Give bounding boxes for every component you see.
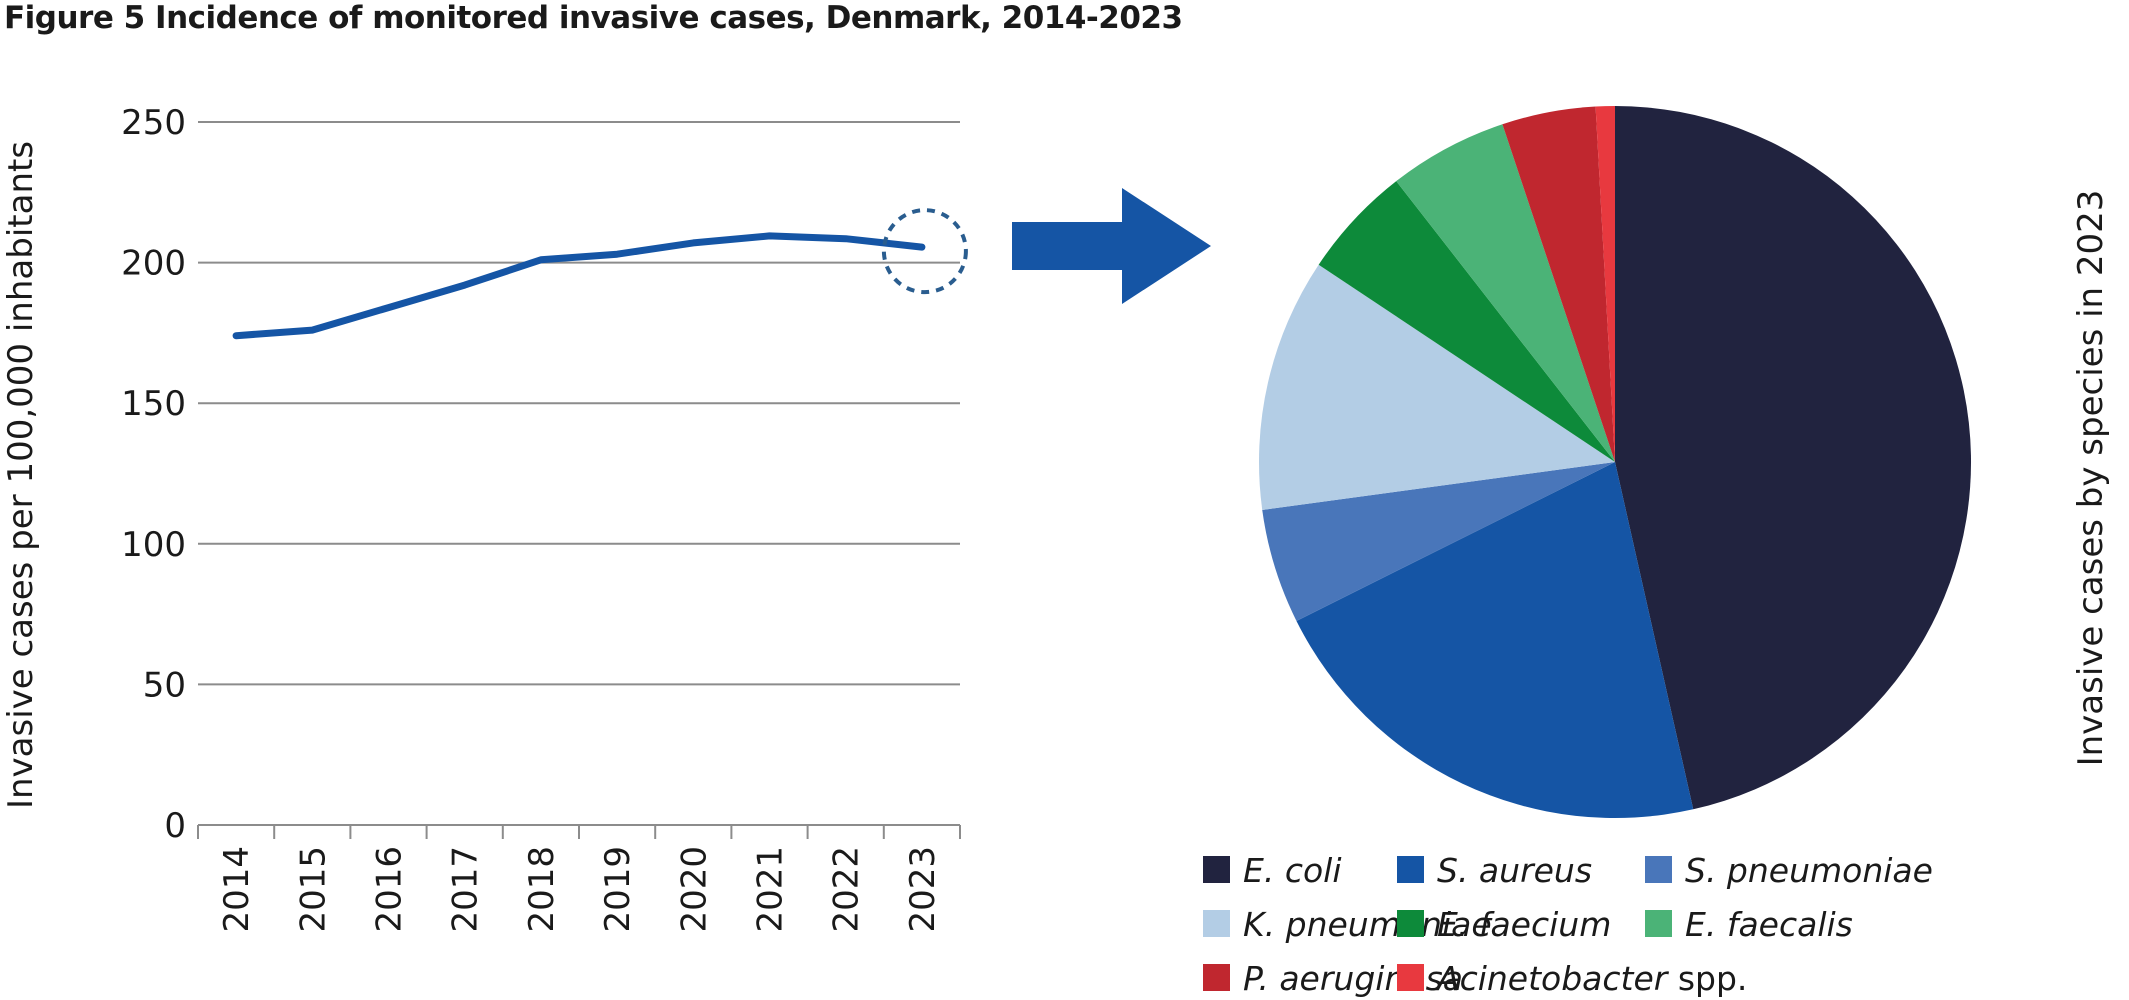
legend-label: K. pneumoniae [1243, 905, 1492, 944]
legend-swatch [1397, 964, 1424, 991]
legend-label: P. aeruginosa [1243, 959, 1463, 998]
legend-swatch [1203, 964, 1230, 991]
pie-slice [1595, 106, 1615, 462]
legend-species-name: Acinetobacter [1435, 959, 1670, 998]
legend-label: E. coli [1243, 851, 1342, 890]
legend-species-name: E. faecalis [1685, 905, 1853, 944]
legend-swatch [1203, 910, 1230, 937]
legend-label: E. faecium [1437, 905, 1611, 944]
data-point [614, 251, 621, 258]
legend-label: E. faecalis [1685, 905, 1853, 944]
series-line [232, 232, 926, 340]
x-tick-label: 2023 [903, 846, 943, 933]
pie-slice [1502, 106, 1615, 462]
y-tick-label: 200 [121, 244, 186, 284]
y-tick-label: 100 [121, 525, 186, 565]
highlight-circle-2023 [881, 208, 968, 295]
legend-species-name: E. faecium [1437, 905, 1611, 944]
data-point [537, 256, 544, 263]
legend-swatch [1397, 856, 1424, 883]
legend: E. coli S. aureus S. pneumoniae K. pneumoni… [1203, 851, 1933, 998]
x-tick-label: 2016 [370, 846, 410, 933]
legend-label: Acinetobacter spp. [1435, 959, 1747, 998]
data-point [690, 239, 697, 246]
data-point [461, 282, 468, 289]
pie-slices [1258, 105, 1972, 819]
legend-species-name: P. aeruginosa [1243, 959, 1463, 998]
data-point [766, 232, 773, 239]
x-tick-label: 2018 [522, 846, 562, 933]
data-point [842, 235, 849, 242]
legend-species-name: S. aureus [1437, 851, 1592, 890]
y-tick-label: 150 [121, 384, 186, 424]
y-tick-label: 250 [121, 103, 186, 143]
legend-species-name: E. coli [1243, 851, 1342, 890]
data-point [385, 304, 392, 311]
x-tick-label: 2015 [293, 846, 333, 933]
pie-slice [1296, 462, 1694, 819]
x-tick-label: 2021 [751, 846, 791, 933]
pie-slice [1396, 124, 1615, 463]
legend-swatch [1397, 910, 1424, 937]
pie-chart: Invasive cases by species in 2023 E. col… [1203, 105, 2111, 998]
y-axis-title: Invasive cases per 100,000 inhabitants [1, 141, 41, 809]
pie-slice [1262, 462, 1615, 621]
data-point [309, 327, 316, 334]
right-arrow-icon [1012, 188, 1211, 304]
gridlines [198, 121, 960, 686]
legend-swatch [1645, 910, 1672, 937]
x-axis [197, 824, 961, 839]
legend-species-suffix: spp. [1667, 959, 1747, 998]
figure-title: Figure 5 Incidence of monitored invasive… [4, 0, 1183, 36]
pie-slice [1318, 181, 1615, 462]
legend-swatch [1203, 856, 1230, 883]
x-tick-label: 2019 [598, 846, 638, 933]
legend-label: S. aureus [1437, 851, 1592, 890]
legend-species-name: S. pneumoniae [1685, 851, 1933, 890]
x-tick-label: 2014 [217, 846, 257, 933]
x-tick-label: 2020 [674, 846, 714, 933]
line-chart: 0 50 100 150 200 250 2014 2015 2016 2017 2018 2019… [1, 103, 968, 933]
x-tick-label: 2017 [446, 846, 486, 933]
y-tick-label: 0 [164, 806, 186, 846]
y-tick-label: 50 [143, 665, 186, 705]
pie-slice [1258, 264, 1615, 510]
data-point [233, 332, 240, 339]
legend-label: S. pneumoniae [1685, 851, 1933, 890]
legend-species-name: K. pneumoniae [1243, 905, 1492, 944]
x-tick-label: 2022 [827, 846, 867, 933]
pie-chart-title: Invasive cases by species in 2023 [2071, 190, 2111, 767]
data-point [918, 244, 925, 251]
legend-swatch [1645, 856, 1672, 883]
x-axis-ticks: 2014 2015 2016 2017 2018 2019 2020 2021 2022 2023 [217, 846, 943, 933]
series-layer [232, 232, 926, 340]
y-axis-ticks: 0 50 100 150 200 250 [121, 103, 186, 846]
pie-slice [1615, 105, 1972, 810]
